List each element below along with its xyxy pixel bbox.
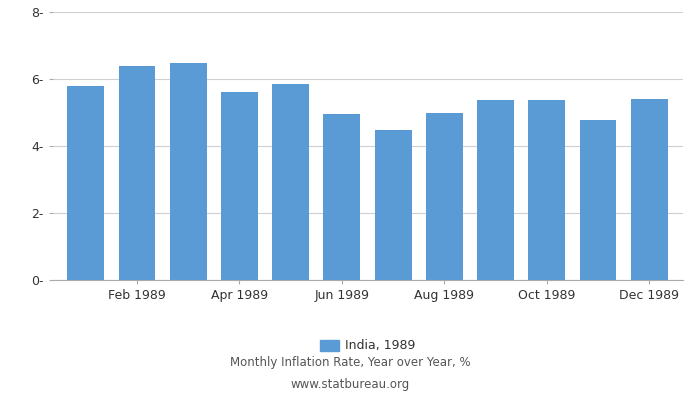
Bar	[631, 99, 668, 280]
Bar	[580, 120, 617, 280]
Text: Monthly Inflation Rate, Year over Year, %: Monthly Inflation Rate, Year over Year, …	[230, 356, 470, 369]
Bar	[528, 100, 565, 280]
Bar	[272, 84, 309, 280]
Text: www.statbureau.org: www.statbureau.org	[290, 378, 410, 391]
Bar	[118, 66, 155, 280]
Bar	[426, 112, 463, 280]
Bar	[323, 114, 360, 280]
Bar	[477, 100, 514, 280]
Bar	[170, 63, 206, 280]
Legend: India, 1989: India, 1989	[315, 334, 420, 358]
Bar	[221, 92, 258, 280]
Bar	[67, 86, 104, 280]
Bar	[374, 130, 412, 280]
